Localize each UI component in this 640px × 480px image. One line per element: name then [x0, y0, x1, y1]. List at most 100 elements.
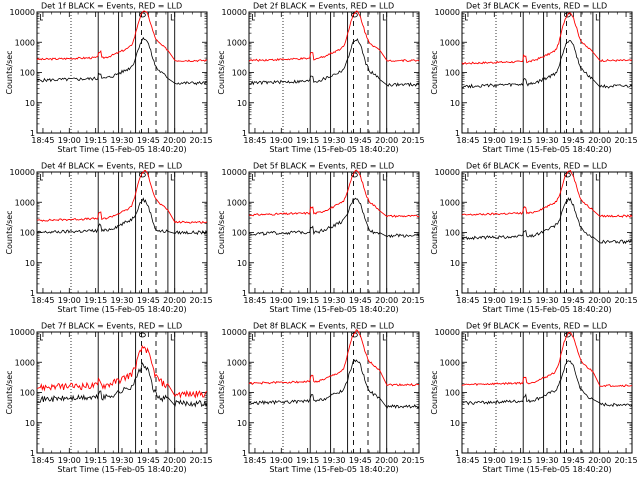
y-tick-label: 100 — [445, 389, 460, 398]
x-tick-label: 19:30 — [110, 456, 133, 465]
x-axis-label: Start Time (15-Feb-05 18:40:20) — [269, 305, 398, 314]
y-axis-label: Counts/sec — [5, 370, 14, 414]
x-tick-label: 19:15 — [296, 296, 319, 305]
bracket-mark — [382, 174, 386, 181]
series-line-lld — [36, 10, 208, 63]
y-tick-label: 10000 — [435, 168, 460, 177]
x-tick-label: 20:15 — [615, 456, 638, 465]
y-tick-label: 1000 — [15, 358, 35, 367]
x-axis-label: Start Time (15-Feb-05 18:40:20) — [57, 305, 186, 314]
plot-frame — [248, 171, 420, 294]
bracket-mark — [251, 174, 255, 181]
y-tick-label: 100 — [232, 69, 247, 78]
x-tick-label: 19:00 — [483, 296, 506, 305]
x-tick-label: 20:15 — [190, 296, 213, 305]
x-axis-label: Start Time (15-Feb-05 18:40:20) — [482, 465, 611, 474]
x-tick-label: 20:00 — [375, 296, 398, 305]
y-tick-label: 100 — [20, 229, 35, 238]
chart-panel-3: Det 3f BLACK = Events, RED = LLD 1 10 100 10… — [430, 2, 638, 154]
series-line-lld — [461, 12, 633, 65]
y-axis-label: Counts/sec — [430, 50, 439, 94]
x-tick-label: 20:15 — [402, 296, 425, 305]
y-axis-label: Counts/sec — [217, 50, 226, 94]
series-line-events — [36, 361, 208, 408]
x-axis-label: Start Time (15-Feb-05 18:40:20) — [269, 145, 398, 154]
series-line-lld — [461, 169, 633, 218]
bracket-mark — [464, 174, 468, 181]
x-axis-label: Start Time (15-Feb-05 18:40:20) — [482, 145, 611, 154]
chart-title: Det 5f BLACK = Events, RED = LLD — [253, 162, 394, 171]
chart-panel-6: Det 6f BLACK = Events, RED = LLD 1 10 100 10… — [430, 162, 638, 314]
chart-title: Det 1f BLACK = Events, RED = LLD — [41, 2, 182, 11]
y-tick-label: 10 — [450, 419, 460, 428]
x-tick-label: 18:45 — [243, 296, 266, 305]
x-tick-label: 20:15 — [190, 456, 213, 465]
series-line-events — [36, 197, 208, 236]
x-tick-label: 19:00 — [270, 136, 293, 145]
x-tick-label: 19:15 — [84, 136, 107, 145]
x-tick-label: 19:00 — [270, 296, 293, 305]
y-tick-label: 10000 — [435, 328, 460, 337]
x-tick-label: 19:30 — [322, 136, 345, 145]
x-tick-label: 18:45 — [456, 456, 479, 465]
x-tick-label: 19:00 — [270, 456, 293, 465]
x-tick-label: 19:30 — [535, 136, 558, 145]
x-tick-label: 19:30 — [322, 296, 345, 305]
bracket-mark — [595, 334, 599, 341]
x-tick-label: 18:45 — [456, 296, 479, 305]
y-tick-label: 10000 — [10, 328, 35, 337]
y-tick-label: 1000 — [15, 198, 35, 207]
y-tick-label: 10 — [25, 259, 35, 268]
bracket-mark — [170, 174, 174, 181]
x-tick-label: 19:45 — [562, 296, 585, 305]
y-tick-label: 10000 — [222, 328, 247, 337]
series-line-events — [248, 359, 420, 409]
x-tick-label: 18:45 — [31, 296, 54, 305]
y-tick-label: 1000 — [440, 358, 460, 367]
bracket-mark — [40, 14, 43, 21]
y-tick-label: 10 — [237, 259, 247, 268]
x-tick-label: 19:45 — [349, 136, 372, 145]
chart-panel-9: Det 9f BLACK = Events, RED = LLD 1 10 100 10… — [430, 322, 638, 474]
x-tick-label: 19:45 — [562, 456, 585, 465]
x-tick-label: 19:15 — [509, 296, 532, 305]
y-tick-label: 1 — [455, 289, 460, 298]
chart-title: Det 4f BLACK = Events, RED = LLD — [41, 162, 182, 171]
series-line-lld — [36, 344, 208, 399]
chart-title: Det 6f BLACK = Events, RED = LLD — [466, 162, 607, 171]
bracket-mark — [464, 334, 468, 341]
chart-title: Det 9f BLACK = Events, RED = LLD — [466, 322, 607, 331]
bracket-mark — [170, 334, 174, 341]
y-tick-label: 100 — [232, 389, 247, 398]
x-tick-label: 19:30 — [322, 456, 345, 465]
x-tick-label: 19:45 — [137, 296, 160, 305]
x-tick-label: 19:15 — [84, 456, 107, 465]
series-line-lld — [461, 331, 633, 388]
bracket-mark — [251, 14, 255, 21]
y-axis-label: Counts/sec — [5, 210, 14, 254]
y-tick-label: 1000 — [440, 38, 460, 47]
x-tick-label: 20:00 — [588, 296, 611, 305]
y-axis-label: Counts/sec — [5, 50, 14, 94]
bracket-mark — [40, 174, 43, 181]
chart-title: Det 8f BLACK = Events, RED = LLD — [253, 322, 394, 331]
bracket-mark — [595, 14, 599, 21]
bracket-mark — [464, 14, 468, 21]
x-tick-label: 20:15 — [615, 136, 638, 145]
peak-marker — [138, 12, 146, 18]
series-line-events — [461, 196, 633, 245]
x-tick-label: 19:45 — [349, 296, 372, 305]
plot-frame — [36, 11, 208, 134]
y-axis-label: Counts/sec — [217, 210, 226, 254]
x-tick-label: 20:00 — [163, 136, 186, 145]
x-tick-label: 19:45 — [349, 456, 372, 465]
y-tick-label: 10000 — [222, 8, 247, 17]
x-tick-label: 18:45 — [31, 456, 54, 465]
y-tick-label: 1 — [455, 129, 460, 138]
bracket-mark — [251, 334, 255, 341]
chart-panel-7: Det 7f BLACK = Events, RED = LLD 1 10 100 10… — [5, 322, 213, 474]
x-tick-label: 19:15 — [509, 136, 532, 145]
y-axis-label: Counts/sec — [430, 370, 439, 414]
x-tick-label: 20:00 — [163, 296, 186, 305]
x-tick-label: 19:15 — [509, 456, 532, 465]
